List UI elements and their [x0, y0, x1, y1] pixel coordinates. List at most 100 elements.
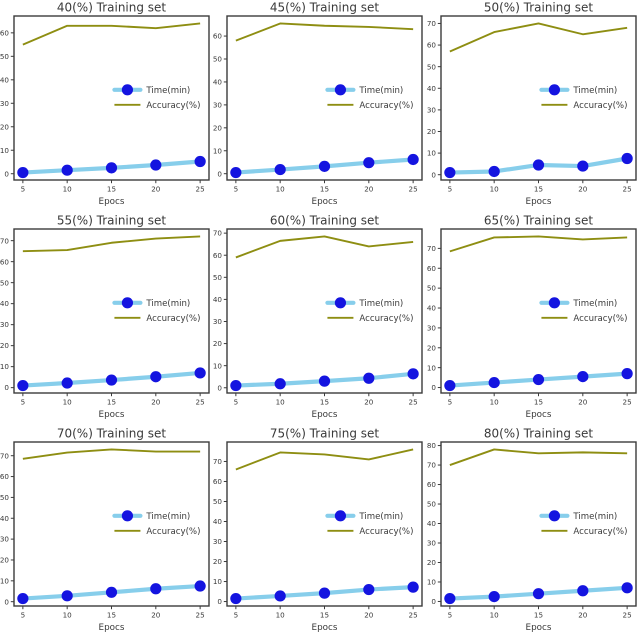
x-tick-label: 15	[534, 610, 543, 619]
legend-label-time: Time(min)	[572, 299, 617, 309]
time-marker	[532, 159, 544, 171]
time-marker	[407, 368, 420, 380]
time-marker	[61, 377, 73, 389]
y-tick-label: 60	[0, 28, 9, 37]
chart-svg: 70(%) Training set 5 10 15 20 25 0 10 20 30 40 50 60…	[0, 427, 210, 633]
y-tick-label: 30	[0, 535, 9, 544]
y-tick-label: 0	[218, 383, 223, 392]
y-tick-label: 40	[0, 299, 9, 308]
x-tick-label: 5	[234, 184, 239, 193]
y-tick-label: 50	[0, 278, 9, 287]
x-tick-label: 20	[365, 610, 375, 619]
time-marker	[230, 592, 242, 605]
y-tick-label: 0	[431, 383, 436, 392]
time-marker	[105, 162, 118, 174]
y-tick-label: 70	[427, 19, 436, 28]
x-tick-label: 25	[409, 184, 418, 193]
y-tick-label: 20	[213, 557, 222, 566]
y-tick-label: 20	[427, 343, 436, 352]
x-tick-label: 25	[409, 397, 418, 406]
x-tick-label: 10	[63, 184, 73, 193]
y-tick-label: 50	[427, 500, 436, 509]
x-tick-label: 15	[107, 397, 116, 406]
time-marker	[61, 164, 73, 176]
chart-svg: 75(%) Training set 5 10 15 20 25 0 10 20 30 40 50 60…	[213, 427, 424, 633]
time-marker	[363, 157, 375, 169]
x-axis-label: Epocs	[99, 410, 125, 420]
x-tick-label: 10	[63, 397, 73, 406]
time-marker	[532, 373, 544, 386]
y-tick-label: 10	[427, 578, 436, 587]
y-tick-label: 0	[218, 169, 223, 178]
legend-time-marker-sample	[548, 84, 560, 96]
accuracy-line	[235, 22, 414, 42]
y-tick-label: 40	[0, 514, 9, 523]
y-tick-label: 10	[0, 362, 9, 371]
chart-title: 65(%) Training set	[484, 214, 594, 228]
x-tick-label: 15	[320, 610, 329, 619]
x-axis-label: Epocs	[525, 197, 551, 207]
chart-svg: 55(%) Training set 5 10 15 20 25 0 10 20 30 40 50 60…	[0, 214, 210, 420]
y-tick-label: 30	[213, 100, 222, 109]
time-marker	[194, 367, 206, 379]
chart-title: 55(%) Training set	[57, 214, 167, 228]
accuracy-line	[235, 448, 414, 471]
time-marker	[319, 160, 331, 172]
y-tick-label: 10	[213, 361, 222, 370]
legend-label-time: Time(min)	[359, 512, 404, 522]
y-tick-label: 30	[427, 105, 436, 114]
x-axis-label: Epocs	[99, 623, 125, 633]
y-tick-label: 70	[0, 451, 9, 460]
legend-label-accuracy: Accuracy(%)	[573, 527, 627, 537]
chart-svg: 40(%) Training set 5 10 15 20 25 0 10 20 30 40 50 60…	[0, 1, 210, 207]
x-tick-label: 5	[234, 397, 239, 406]
time-marker	[150, 371, 162, 383]
y-tick-label: 60	[213, 251, 222, 260]
y-tick-label: 40	[213, 295, 222, 304]
y-tick-label: 50	[213, 55, 222, 64]
time-marker	[17, 166, 29, 179]
legend-label-time: Time(min)	[145, 86, 190, 96]
y-tick-label: 60	[213, 477, 222, 486]
y-tick-label: 40	[427, 84, 436, 93]
axes-frame	[13, 15, 210, 181]
chart-title: 45(%) Training set	[270, 1, 380, 15]
x-axis-label: Epocs	[525, 623, 551, 633]
time-marker	[194, 580, 206, 592]
y-tick-label: 20	[0, 122, 9, 131]
time-marker	[274, 590, 287, 602]
subplot-1: 40(%) Training set 5 10 15 20 25 0 10 20 30 40 50 60…	[0, 0, 213, 213]
y-tick-label: 30	[213, 317, 222, 326]
y-tick-label: 70	[0, 236, 9, 245]
time-marker	[407, 581, 420, 593]
time-marker	[194, 155, 206, 168]
axes-frame	[439, 15, 637, 181]
x-tick-label: 15	[107, 184, 116, 193]
x-tick-label: 5	[447, 184, 452, 193]
y-tick-label: 10	[0, 576, 9, 585]
y-tick-label: 60	[0, 472, 9, 481]
x-tick-label: 20	[365, 184, 375, 193]
axes-frame	[13, 441, 210, 607]
legend-time-marker-sample	[548, 297, 560, 309]
time-marker	[488, 590, 500, 603]
legend-label-accuracy: Accuracy(%)	[146, 314, 200, 324]
x-tick-label: 5	[21, 397, 26, 406]
x-tick-label: 5	[21, 184, 26, 193]
x-tick-label: 25	[196, 184, 205, 193]
legend-label-accuracy: Accuracy(%)	[360, 314, 414, 324]
legend-label-accuracy: Accuracy(%)	[360, 101, 414, 111]
x-tick-label: 25	[622, 397, 631, 406]
x-tick-label: 25	[622, 184, 631, 193]
x-tick-label: 20	[365, 397, 375, 406]
chart-title: 60(%) Training set	[270, 214, 380, 228]
x-axis-label: Epocs	[525, 410, 551, 420]
accuracy-line	[449, 448, 627, 466]
axes-frame	[226, 15, 424, 181]
y-tick-label: 20	[0, 556, 9, 565]
chart-svg: 50(%) Training set 5 10 15 20 25 0 10 20 30 40 50 60…	[427, 1, 637, 207]
y-tick-label: 10	[213, 146, 222, 155]
axes-frame	[439, 228, 637, 394]
accuracy-line	[449, 22, 627, 53]
y-tick-label: 10	[427, 363, 436, 372]
